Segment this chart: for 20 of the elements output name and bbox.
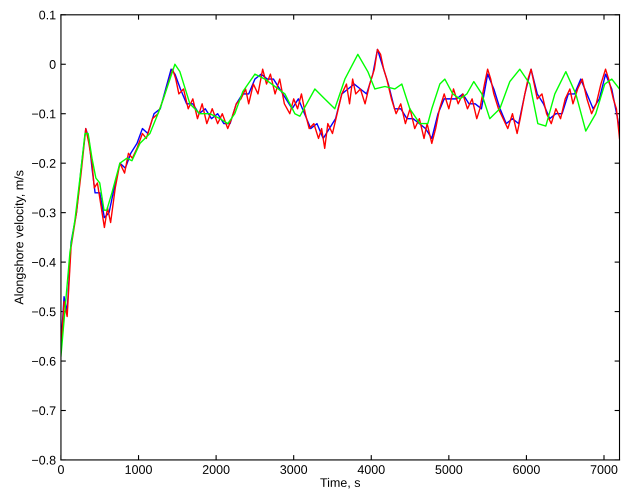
y-axis-title: Alongshore velocity, m/s xyxy=(14,170,26,305)
x-tick-label: 5000 xyxy=(435,465,462,474)
x-tick-label: 2000 xyxy=(202,465,230,474)
y-tick-label: −0.8 xyxy=(32,456,56,465)
x-tick-label: 0 xyxy=(58,465,64,474)
y-tick-label: 0 xyxy=(50,60,56,69)
x-tick-label: 6000 xyxy=(513,465,540,474)
x-axis-title: Time, s xyxy=(320,478,360,489)
x-tick-label: 4000 xyxy=(358,465,385,474)
x-tick-label: 1000 xyxy=(126,465,152,474)
y-tick-label: −0.4 xyxy=(32,258,56,267)
y-tick-label: 0.1 xyxy=(39,10,56,20)
y-tick-label: −0.2 xyxy=(32,158,56,168)
y-tick-label: −0.3 xyxy=(32,208,56,218)
y-tick-label: −0.1 xyxy=(32,110,56,118)
x-tick-label: 7000 xyxy=(590,465,618,474)
y-tick-label: −0.7 xyxy=(32,406,56,416)
y-tick-label: −0.5 xyxy=(32,307,56,316)
y-tick-label: −0.6 xyxy=(32,356,56,366)
x-tick-label: 3000 xyxy=(280,465,308,474)
